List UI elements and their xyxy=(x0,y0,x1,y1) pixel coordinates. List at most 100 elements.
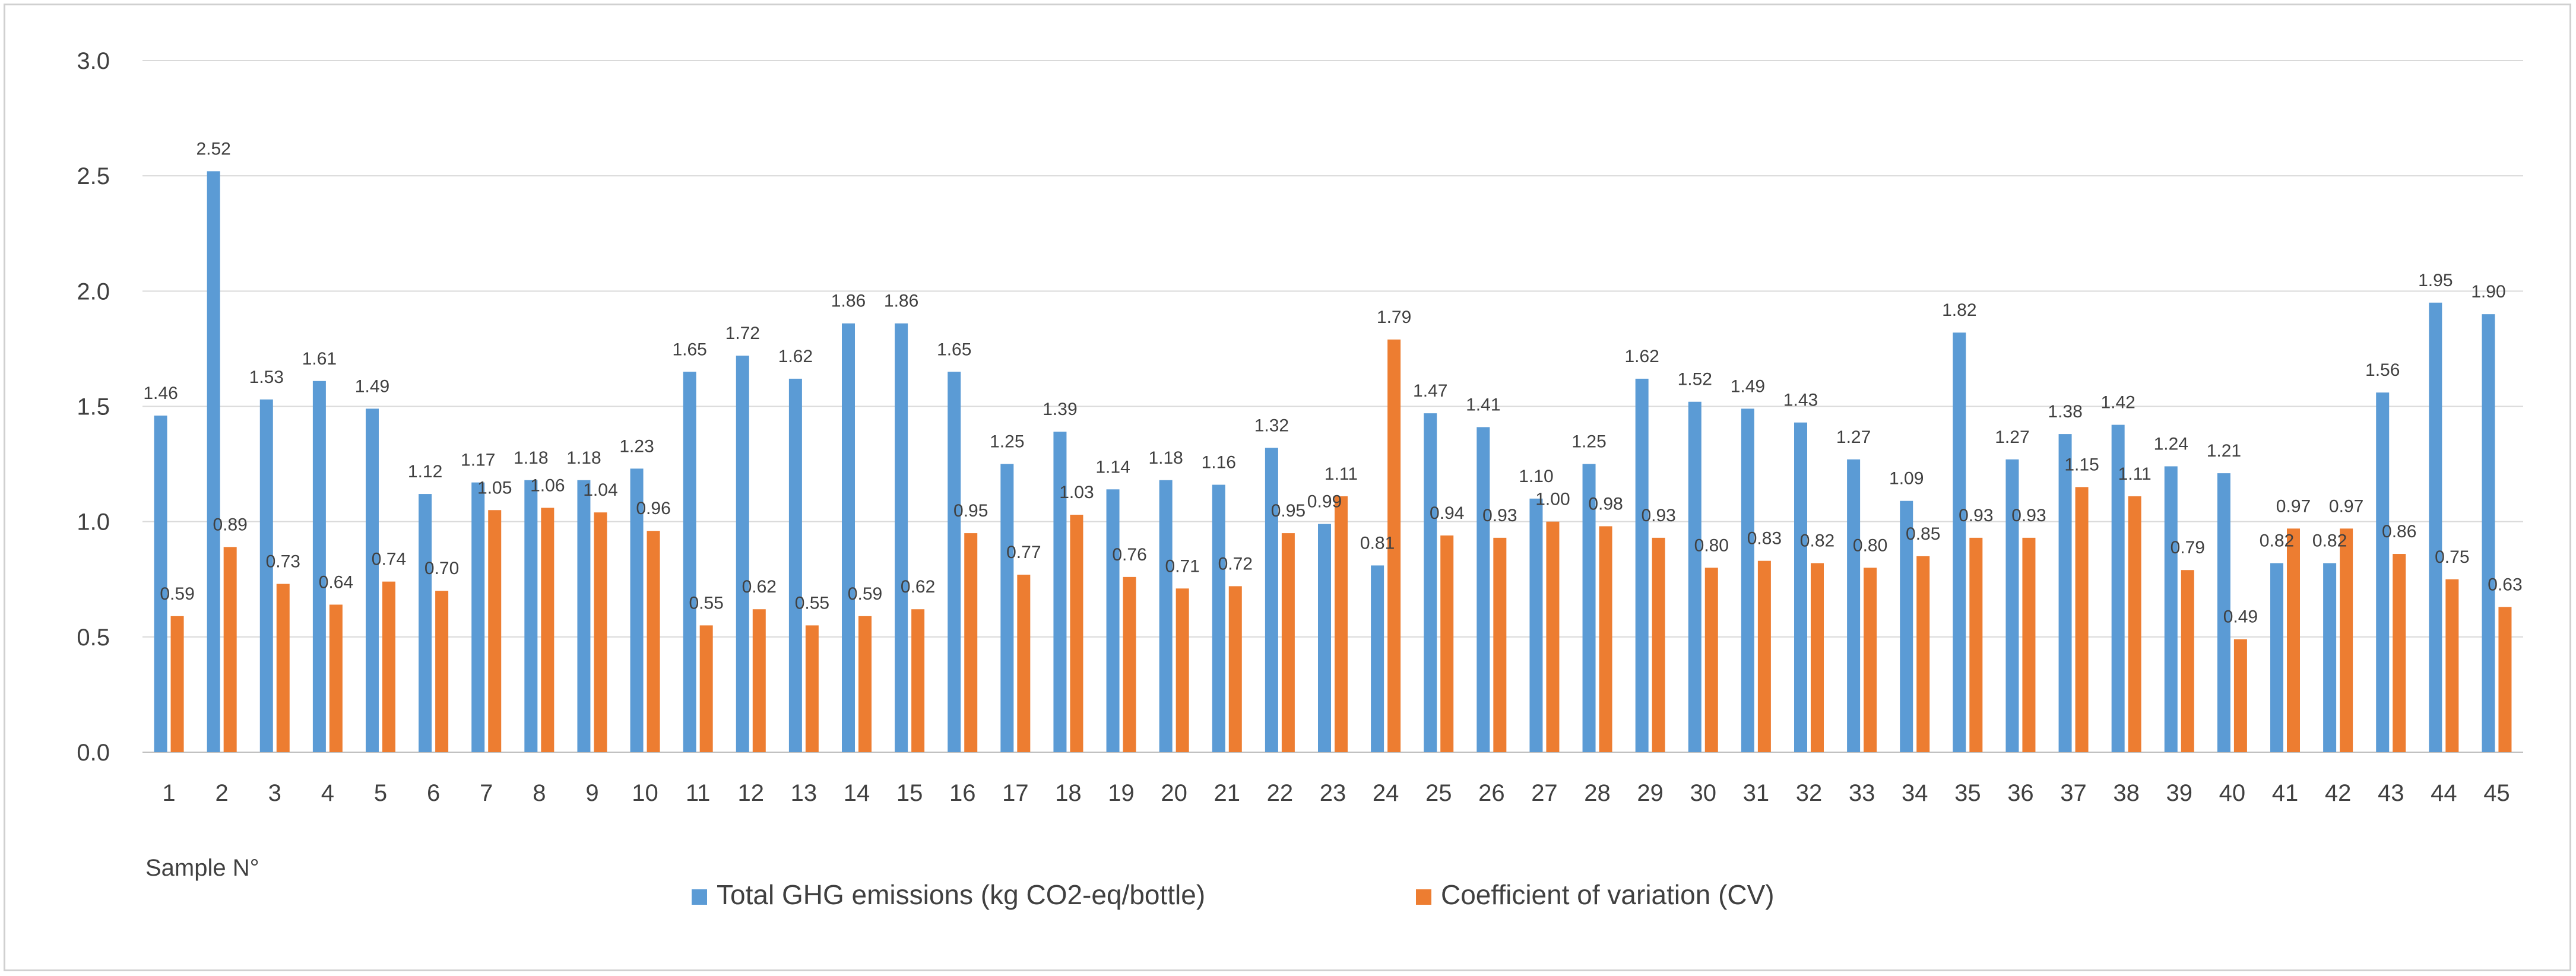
cv-bar xyxy=(1440,535,1454,752)
y-tick-label: 0.0 xyxy=(77,740,110,766)
cv-data-label: 0.93 xyxy=(1959,506,1993,525)
ghg-bar xyxy=(683,372,696,752)
ghg-bar xyxy=(1847,459,1861,752)
ghg-bar xyxy=(788,378,802,752)
y-tick-label: 2.0 xyxy=(77,278,110,305)
ghg-bar xyxy=(2164,466,2178,752)
cv-bar xyxy=(1335,496,1348,752)
x-tick-label: 7 xyxy=(480,780,493,806)
x-tick-label: 22 xyxy=(1267,780,1294,806)
ghg-data-label: 1.86 xyxy=(884,291,918,311)
cv-bar xyxy=(2233,639,2247,752)
gridlines xyxy=(142,60,2523,753)
legend-label-cv: Coefficient of variation (CV) xyxy=(1441,879,1775,910)
cv-data-label: 0.62 xyxy=(742,577,777,597)
ghg-bar xyxy=(630,468,644,752)
cv-bar xyxy=(1017,574,1031,752)
ghg-data-label: 1.86 xyxy=(831,291,866,311)
x-tick-label: 38 xyxy=(2113,780,2140,806)
x-tick-label: 27 xyxy=(1531,780,1558,806)
cv-bar xyxy=(329,604,343,752)
cv-bar xyxy=(1546,521,1560,752)
ghg-bar xyxy=(524,480,538,752)
cv-data-label: 1.79 xyxy=(1377,308,1411,327)
ghg-bar xyxy=(2429,302,2442,752)
cv-bar xyxy=(2287,528,2300,752)
bars xyxy=(154,171,2512,752)
x-tick-label: 40 xyxy=(2219,780,2246,806)
legend-swatch-ghg xyxy=(692,889,707,905)
x-axis-title: Sample N° xyxy=(145,855,259,881)
cv-data-label: 1.03 xyxy=(1059,483,1094,502)
x-tick-label: 15 xyxy=(896,780,923,806)
ghg-data-label: 1.62 xyxy=(1624,347,1659,366)
cv-data-label: 0.97 xyxy=(2329,496,2363,516)
ghg-data-label: 1.10 xyxy=(1519,467,1553,486)
cv-data-label: 1.00 xyxy=(1535,490,1570,509)
y-tick-label: 2.5 xyxy=(77,163,110,189)
y-tick-label: 3.0 xyxy=(77,48,110,74)
ghg-data-label: 1.38 xyxy=(2048,402,2082,422)
ghg-data-label: 0.82 xyxy=(2260,531,2294,551)
x-tick-label: 19 xyxy=(1108,780,1135,806)
ghg-bar xyxy=(1265,448,1278,752)
ghg-data-label: 1.49 xyxy=(1731,376,1765,396)
cv-data-label: 0.74 xyxy=(372,550,406,569)
ghg-bar xyxy=(2270,563,2283,752)
ghg-bar xyxy=(2376,392,2390,752)
cv-data-label: 0.64 xyxy=(319,572,353,592)
x-tick-label: 26 xyxy=(1478,780,1505,806)
x-tick-label: 5 xyxy=(374,780,387,806)
x-tick-label: 6 xyxy=(427,780,440,806)
cv-data-label: 0.83 xyxy=(1747,529,1782,549)
ghg-bar xyxy=(842,323,855,752)
cv-data-label: 0.76 xyxy=(1112,545,1146,565)
cv-bar xyxy=(858,616,872,752)
ghg-data-label: 1.27 xyxy=(1836,427,1871,447)
x-tick-label: 9 xyxy=(585,780,598,806)
ghg-bar xyxy=(1900,500,1913,752)
cv-data-label: 0.62 xyxy=(901,577,935,597)
cv-data-label: 0.95 xyxy=(1271,501,1306,521)
cv-bar xyxy=(170,616,184,752)
cv-bar xyxy=(2128,496,2141,752)
cv-data-label: 0.77 xyxy=(1006,543,1041,562)
cv-bar xyxy=(2393,554,2406,752)
cv-bar xyxy=(1864,568,1877,752)
cv-bar xyxy=(1811,563,1824,752)
cv-data-label: 0.79 xyxy=(2171,538,2205,557)
ghg-data-label: 1.65 xyxy=(672,340,706,359)
x-tick-label: 1 xyxy=(162,780,175,806)
ghg-data-label: 1.24 xyxy=(2154,434,2188,454)
cv-bar xyxy=(541,508,555,752)
cv-data-label: 0.93 xyxy=(1641,506,1675,525)
ghg-bar xyxy=(1318,524,1331,752)
chart-frame xyxy=(4,4,2571,971)
cv-data-label: 1.04 xyxy=(583,480,617,500)
cv-bar xyxy=(1969,537,1983,752)
ghg-bar xyxy=(1953,332,1966,752)
x-tick-label: 43 xyxy=(2378,780,2404,806)
ghg-bar xyxy=(1212,484,1225,752)
y-tick-label: 1.0 xyxy=(77,509,110,535)
ghg-data-label: 1.32 xyxy=(1254,416,1289,435)
x-tick-label: 20 xyxy=(1161,780,1187,806)
ghg-data-label: 1.25 xyxy=(990,432,1024,452)
x-tick-label: 4 xyxy=(321,780,334,806)
ghg-bar xyxy=(471,482,485,752)
ghg-data-label: 1.95 xyxy=(2418,271,2453,290)
ghg-bar xyxy=(948,372,961,752)
cv-bar xyxy=(435,591,449,752)
cv-data-label: 0.55 xyxy=(689,593,723,613)
ghg-data-label: 1.14 xyxy=(1095,457,1130,477)
cv-bar xyxy=(805,625,819,752)
ghg-bar xyxy=(1106,489,1120,752)
x-tick-label: 17 xyxy=(1002,780,1029,806)
ghg-data-label: 1.18 xyxy=(1148,448,1183,468)
cv-data-label: 1.11 xyxy=(2118,464,2152,484)
cv-data-label: 0.70 xyxy=(424,559,459,578)
x-tick-label: 12 xyxy=(738,780,765,806)
x-tick-label: 45 xyxy=(2483,780,2510,806)
ghg-bar xyxy=(577,480,591,752)
